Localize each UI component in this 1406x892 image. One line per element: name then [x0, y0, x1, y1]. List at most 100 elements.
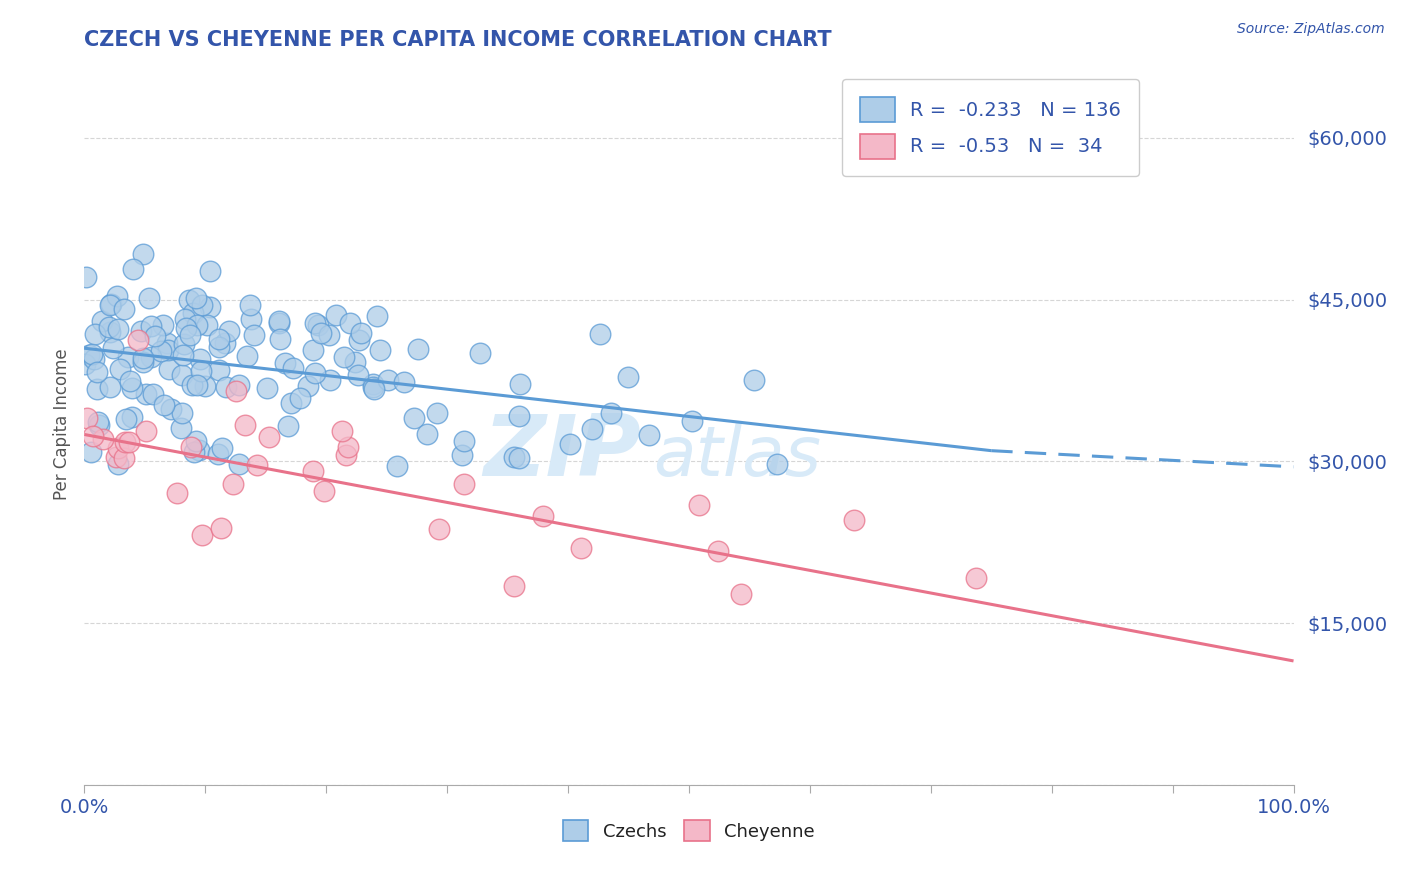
Point [83, 327, 105, 342]
Point [581, 422, 603, 436]
Point [114, 435, 136, 450]
Point [363, 380, 385, 394]
Text: CZECH VS CHEYENNE PER CAPITA INCOME CORRELATION CHART: CZECH VS CHEYENNE PER CAPITA INCOME CORR… [84, 29, 832, 50]
Point [122, 261, 145, 276]
Point [177, 293, 200, 308]
Point [347, 333, 370, 347]
Point [222, 476, 245, 491]
Point [453, 434, 475, 448]
Point [259, 430, 281, 444]
Point [191, 527, 214, 541]
Point [131, 351, 153, 366]
Point [343, 355, 366, 369]
Point [319, 373, 342, 387]
Point [569, 541, 592, 555]
Point [361, 377, 384, 392]
Point [335, 448, 357, 462]
Point [186, 291, 208, 305]
Point [188, 351, 211, 366]
Point [208, 332, 231, 346]
Point [451, 448, 474, 462]
Point [141, 351, 163, 365]
Point [307, 318, 329, 332]
Point [184, 434, 207, 449]
Point [509, 376, 531, 391]
Point [138, 291, 160, 305]
Point [281, 360, 304, 375]
Point [166, 486, 188, 500]
Point [225, 384, 247, 399]
Point [207, 363, 229, 377]
Point [427, 522, 450, 536]
Point [98, 380, 121, 394]
Point [115, 412, 138, 426]
Point [117, 350, 139, 364]
Point [208, 340, 231, 354]
Point [280, 396, 302, 410]
Point [256, 381, 278, 395]
Point [186, 377, 208, 392]
Point [363, 382, 385, 396]
Point [103, 341, 125, 355]
Point [385, 458, 408, 473]
Point [76, 410, 98, 425]
Legend: Czechs, Cheyenne: Czechs, Cheyenne [555, 813, 823, 848]
Point [415, 426, 437, 441]
Point [246, 458, 269, 473]
Point [681, 414, 703, 428]
Point [269, 332, 291, 346]
Point [637, 427, 659, 442]
Point [79, 445, 101, 459]
Point [392, 375, 415, 389]
Point [453, 476, 475, 491]
Point [194, 378, 217, 392]
Point [83, 351, 105, 366]
Point [207, 447, 229, 461]
Point [183, 306, 205, 320]
Point [183, 445, 205, 459]
Point [90, 314, 112, 328]
Point [186, 318, 208, 332]
Point [377, 373, 399, 387]
Point [73, 357, 96, 371]
Point [312, 484, 335, 499]
Point [304, 316, 326, 330]
Point [503, 450, 526, 465]
Point [87, 418, 110, 433]
Point [267, 316, 290, 330]
Point [233, 417, 256, 432]
Point [107, 441, 129, 455]
Point [170, 368, 193, 382]
Point [218, 324, 240, 338]
Point [121, 381, 143, 395]
Point [332, 424, 354, 438]
Point [153, 398, 176, 412]
Point [346, 368, 368, 383]
Point [558, 436, 581, 450]
Point [98, 319, 121, 334]
Point [179, 328, 201, 343]
Point [215, 380, 238, 394]
Point [191, 298, 214, 312]
Point [239, 298, 262, 312]
Point [325, 308, 347, 322]
Point [98, 298, 121, 312]
Point [508, 409, 530, 423]
Point [228, 377, 250, 392]
Text: Source: ZipAtlas.com: Source: ZipAtlas.com [1237, 22, 1385, 37]
Point [129, 324, 152, 338]
Point [502, 579, 524, 593]
Point [332, 350, 354, 364]
Point [301, 464, 323, 478]
Point [706, 544, 728, 558]
Point [98, 325, 121, 339]
Point [318, 328, 340, 343]
Point [93, 432, 115, 446]
Point [337, 440, 360, 454]
Point [688, 499, 710, 513]
Point [765, 458, 787, 472]
Point [744, 373, 766, 387]
Point [470, 346, 492, 360]
Point [302, 343, 325, 358]
Point [121, 410, 143, 425]
